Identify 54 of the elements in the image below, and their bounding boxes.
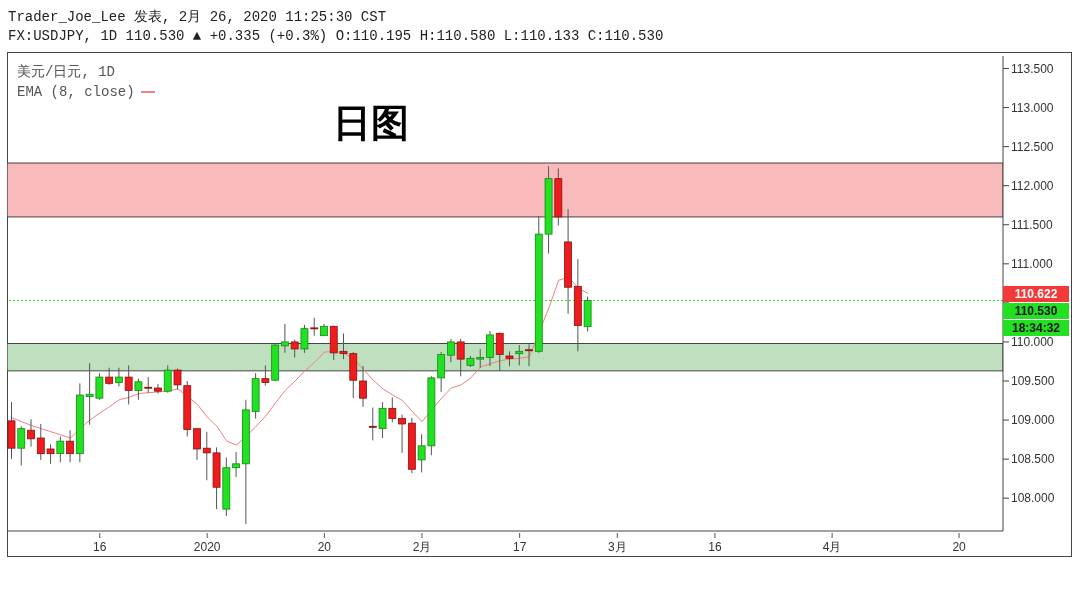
x-tick-label: 16 — [708, 540, 722, 554]
candlestick — [134, 378, 143, 401]
candlestick — [378, 401, 387, 439]
y-tick-label: 113.500 — [1011, 61, 1054, 76]
candlestick — [163, 364, 172, 394]
annotation: 日图 — [333, 101, 409, 146]
y-tick-label: 108.500 — [1011, 452, 1055, 467]
candlestick — [359, 365, 367, 408]
candlestick — [232, 451, 240, 478]
chart-title: Trader_Joe_Lee 发表, 2月 26, 2020 11:25:30 CST — [8, 8, 387, 26]
legend-label: EMA (8, close) — [17, 83, 135, 102]
candlestick — [388, 396, 397, 423]
x-tick-label: 17 — [512, 540, 527, 554]
candlestick — [17, 425, 26, 466]
candlestick — [66, 429, 74, 463]
candlestick — [398, 414, 406, 454]
annotation: 美元/日元, 1D — [17, 63, 116, 82]
candlestick — [495, 332, 504, 372]
y-tick-label: 113.000 — [1011, 100, 1054, 115]
candlestick — [27, 418, 35, 448]
candlestick — [456, 338, 465, 377]
candlestick — [300, 324, 309, 354]
candlestick — [193, 428, 201, 461]
candlestick — [115, 367, 123, 387]
x-tick-label: 2020 — [193, 540, 221, 554]
candlestick — [281, 323, 289, 354]
ref-line-label: 110.530 — [1003, 302, 1069, 319]
chart-subtitle: FX:USDJPY, 1D 110.530 ▲ +0.335 (+0.3%) O:110.195 H:110.580 L:110.133 C:110.530 — [8, 28, 664, 44]
candlestick — [368, 407, 377, 441]
candlestick — [56, 435, 65, 463]
candlestick — [515, 344, 524, 366]
y-tick-label: 112.000 — [1011, 178, 1054, 193]
y-tick-label: 109.500 — [1011, 374, 1055, 389]
x-tick-label: 20 — [317, 540, 332, 554]
text: 18:34:32 — [1003, 319, 1069, 336]
x-tick-label: 4月 — [822, 540, 842, 554]
x-tick-label: 16 — [93, 540, 107, 554]
candlestick — [447, 338, 455, 363]
candlestick — [486, 330, 494, 367]
y-tick-label: 109.000 — [1011, 413, 1055, 428]
candlestick — [261, 364, 270, 387]
x-tick-label: 2月 — [412, 540, 432, 554]
y-tick-label: 108.000 — [1011, 491, 1055, 506]
y-tick-label: 112.500 — [1011, 139, 1054, 154]
candlestick — [105, 367, 114, 386]
y-tick-label: 111.500 — [1011, 218, 1053, 233]
x-tick-label: 20 — [952, 540, 967, 554]
x-tick-label: 3月 — [607, 540, 627, 554]
candlestick — [124, 364, 133, 405]
text: 110.622 — [1003, 285, 1069, 302]
y-tick-label: 110.000 — [1011, 335, 1054, 350]
candlestick — [154, 383, 162, 394]
candlestick — [525, 343, 533, 367]
y-tick-label: 111.000 — [1011, 257, 1053, 272]
